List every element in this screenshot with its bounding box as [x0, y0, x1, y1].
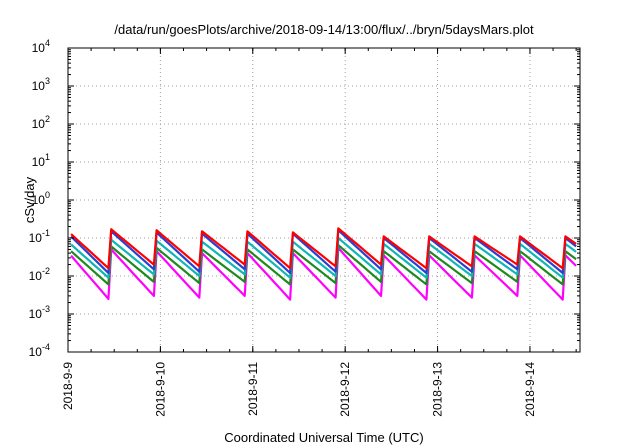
y-tick-exponent: 0 — [45, 190, 50, 200]
y-axis-label: cSv/day — [22, 176, 37, 223]
y-tick-label: 10-2 — [29, 266, 50, 283]
y-tick-exponent: -4 — [42, 342, 50, 352]
y-tick-exponent: 3 — [45, 76, 50, 86]
y-tick-label: 100 — [32, 190, 50, 207]
y-tick-exponent: 2 — [45, 114, 50, 124]
x-axis: 2018-9-9 2018-9-10 2018-9-11 2018-9-12 2018-… — [61, 48, 577, 417]
y-tick-exponent: 4 — [45, 38, 50, 48]
y-tick-label: 104 — [32, 38, 50, 55]
x-tick-label: 2018-9-12 — [338, 362, 352, 417]
y-tick-base: 10 — [29, 345, 43, 359]
y-tick-base: 10 — [32, 41, 46, 55]
y-tick-label: 103 — [32, 76, 50, 93]
y-tick-label: 101 — [32, 152, 50, 169]
y-tick-exponent: 1 — [45, 152, 50, 162]
y-tick-base: 10 — [29, 231, 43, 245]
y-tick-label: 10-1 — [29, 228, 50, 245]
y-tick-label: 10-4 — [29, 342, 50, 359]
series-line — [70, 227, 577, 270]
y-tick-base: 10 — [29, 307, 43, 321]
y-tick-base: 10 — [32, 155, 46, 169]
y-tick-exponent: -2 — [42, 266, 50, 276]
x-tick-label: 2018-9-10 — [153, 362, 167, 417]
x-tick-label: 2018-9-13 — [431, 362, 445, 417]
chart-title: /data/run/goesPlots/archive/2018-09-14/1… — [114, 22, 534, 37]
y-tick-label: 10-3 — [29, 304, 50, 321]
y-tick-base: 10 — [32, 79, 46, 93]
x-tick-label: 2018-9-14 — [523, 362, 537, 417]
x-tick-label: 2018-9-9 — [61, 362, 75, 410]
x-tick-label: 2018-9-11 — [246, 362, 260, 416]
y-tick-base: 10 — [29, 269, 43, 283]
y-tick-exponent: -3 — [42, 304, 50, 314]
grid-lines — [68, 48, 580, 352]
series-layer — [70, 227, 577, 301]
y-tick-label: 102 — [32, 114, 50, 131]
y-tick-exponent: -1 — [42, 228, 50, 238]
y-tick-base: 10 — [32, 117, 46, 131]
x-axis-label: Coordinated Universal Time (UTC) — [224, 430, 423, 445]
y-tick-base: 10 — [32, 193, 46, 207]
